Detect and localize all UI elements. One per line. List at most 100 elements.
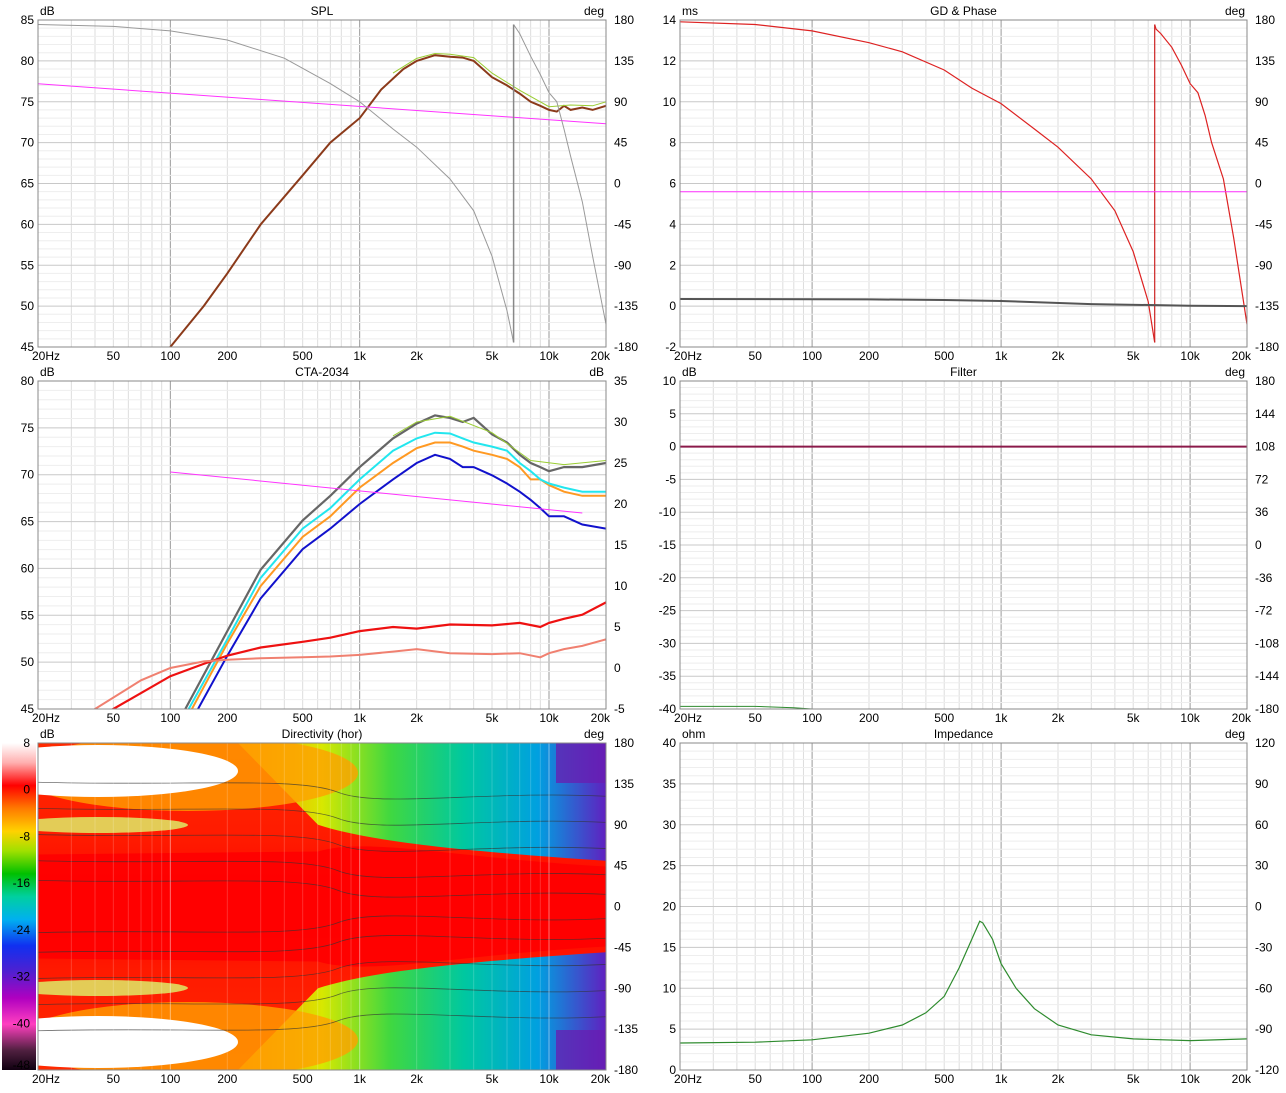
y-tick-label: 4 [669, 217, 676, 231]
series-line-3 [680, 298, 1247, 308]
chart-spl: SPL dB deg 85 80 75 70 65 60 55 50 45 180 135 90 45 0 -45… [21, 4, 639, 363]
plot-border [37, 19, 607, 348]
x-tick-label: 20Hz [32, 349, 60, 363]
y-tick-label: 5 [669, 1022, 676, 1036]
scale-tick-label: 8 [23, 736, 30, 750]
plot-border [679, 380, 1248, 710]
left-unit-label: dB [40, 4, 55, 18]
y-tick-label: 55 [21, 258, 35, 272]
series-line-6 [110, 601, 606, 709]
right-tick-label: 135 [614, 777, 634, 791]
series-line-0 [169, 54, 606, 347]
heatmap-side-band [38, 980, 188, 996]
x-tick-label: 100 [160, 349, 180, 363]
scale-tick-label: -48 [13, 1058, 31, 1072]
scale-tick-label: 0 [23, 783, 30, 797]
x-tick-label: 500 [293, 1072, 313, 1086]
x-tick-label: 5k [1127, 349, 1141, 363]
x-tick-label: 200 [859, 1072, 879, 1086]
heatmap-contour [38, 860, 606, 878]
series-group [680, 920, 1247, 1044]
y-tick-label: 60 [21, 217, 35, 231]
right-tick-label: -45 [614, 940, 632, 954]
x-tick-label: 100 [802, 1072, 822, 1086]
right-tick-label: 90 [614, 818, 628, 832]
right-tick-label: 36 [1255, 505, 1269, 519]
right-tick-label: -135 [1255, 299, 1279, 313]
x-tick-label: 1k [353, 349, 367, 363]
x-tick-label: 100 [160, 711, 180, 725]
scale-tick-label: -40 [13, 1016, 31, 1030]
heatmap-contour [38, 879, 606, 898]
x-tick-label: 2k [410, 711, 424, 725]
x-tick-label: 500 [293, 711, 313, 725]
y-tick-label: 20 [663, 900, 677, 914]
right-tick-label: -180 [1255, 702, 1279, 716]
series-line-0 [680, 21, 1156, 343]
y-tick-label: 55 [21, 608, 35, 622]
x-tick-label: 20k [591, 1072, 611, 1086]
x-tick-label: 20Hz [674, 1072, 702, 1086]
y-tick-label: 8 [669, 136, 676, 150]
right-tick-label: 35 [614, 374, 628, 388]
chart-title: SPL [311, 4, 334, 18]
right-tick-label: -120 [1255, 1063, 1279, 1077]
chart-title: Directivity (hor) [282, 727, 363, 741]
x-tick-label: 500 [934, 349, 954, 363]
right-tick-label: 0 [614, 661, 621, 675]
heatmap-contour [38, 834, 606, 852]
y-tick-label: -5 [665, 472, 676, 486]
x-tick-label: 20Hz [674, 349, 702, 363]
right-tick-label: -30 [1255, 940, 1273, 954]
right-tick-label: 60 [1255, 818, 1269, 832]
heatmap-contour [38, 935, 606, 953]
heatmap-white-lobe [38, 745, 238, 797]
right-tick-label: 180 [1255, 13, 1275, 27]
series-group [38, 24, 606, 347]
right-tick-label: -90 [1255, 258, 1273, 272]
y-tick-label: 75 [21, 95, 35, 109]
x-tick-label: 5k [486, 1072, 500, 1086]
y-tick-label: 5 [669, 407, 676, 421]
y-tick-label: -2 [665, 340, 676, 354]
x-tick-label: 10k [539, 349, 559, 363]
heatmap-contour [38, 961, 606, 979]
right-tick-label: -144 [1255, 669, 1279, 683]
x-tick-label: 50 [749, 1072, 763, 1086]
right-tick-label: -108 [1255, 636, 1279, 650]
x-tick-label: 50 [107, 1072, 121, 1086]
right-tick-label: -90 [1255, 1022, 1273, 1036]
right-tick-label: 180 [614, 736, 634, 750]
x-tick-label: 20Hz [32, 1072, 60, 1086]
x-tick-label: 2k [1052, 1072, 1066, 1086]
x-tick-label: 50 [107, 711, 121, 725]
heatmap-hf-corner [556, 743, 606, 783]
x-tick-label: 2k [1052, 349, 1066, 363]
right-tick-label: 45 [1255, 136, 1269, 150]
right-unit-label: deg [584, 4, 604, 18]
plot-border [679, 742, 1248, 1071]
y-tick-label: 40 [663, 736, 677, 750]
x-tick-label: 10k [1180, 349, 1200, 363]
series-line-1 [392, 52, 606, 108]
y-tick-label: 50 [21, 655, 35, 669]
y-tick-label: 30 [663, 818, 677, 832]
right-tick-label: 135 [1255, 54, 1275, 68]
right-tick-label: -90 [614, 258, 632, 272]
scale-tick-label: -8 [19, 829, 30, 843]
right-unit-label: deg [1225, 365, 1245, 379]
right-tick-label: -180 [614, 1063, 638, 1077]
right-unit-label: deg [1225, 4, 1245, 18]
x-tick-label: 50 [749, 711, 763, 725]
x-tick-label: 1k [995, 711, 1009, 725]
chart-gd_phase: GD & Phase ms deg 14 12 10 8 6 4 2 0 -2 180 135 90 45 0 -… [663, 4, 1280, 363]
right-tick-label: 90 [614, 95, 628, 109]
series-line-4 [513, 24, 606, 325]
series-group [680, 21, 1247, 343]
x-tick-label: 50 [749, 349, 763, 363]
heatmap-contour [38, 808, 606, 826]
right-tick-label: 45 [614, 859, 628, 873]
x-tick-label: 200 [859, 349, 879, 363]
y-tick-label: 10 [663, 981, 677, 995]
